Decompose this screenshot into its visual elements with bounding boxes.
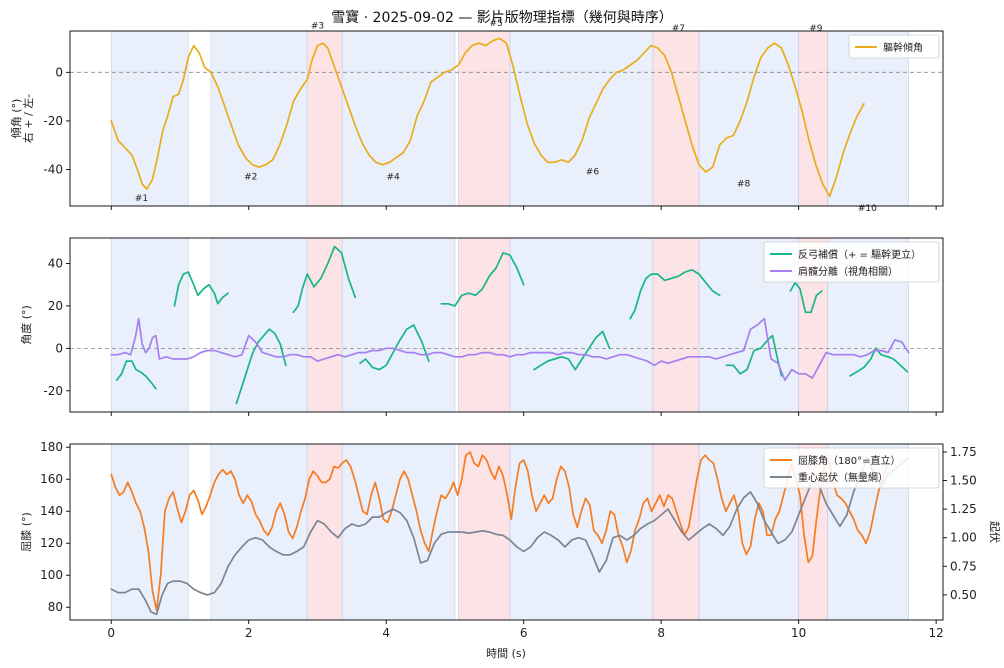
- comp-series-line: [440, 252, 525, 307]
- red-band: [652, 443, 700, 621]
- comp-series-line: [533, 330, 611, 371]
- red-band: [306, 443, 343, 621]
- cycle-annotation: #8: [737, 180, 751, 190]
- cycle-annotation: #1: [135, 194, 148, 204]
- blue-band: [509, 237, 654, 413]
- blue-band: [110, 443, 189, 621]
- y-tick-label: 80: [48, 600, 63, 614]
- cycle-annotation: #10: [858, 204, 877, 214]
- legend-entry: 軀幹傾角: [883, 41, 923, 54]
- knee-panel: 801001201401601800.500.751.001.251.501.7…: [20, 440, 1002, 640]
- red-band: [458, 30, 511, 207]
- blue-band: [341, 443, 456, 621]
- y-tick-label: 140: [40, 504, 63, 518]
- comp-series-line: [359, 324, 430, 371]
- y-tick-label: 0: [55, 341, 63, 355]
- red-band: [458, 237, 511, 413]
- blue-band: [210, 237, 308, 413]
- x-tick-label: 2: [245, 626, 253, 640]
- cycle-annotation: #3: [311, 22, 324, 32]
- y-tick-label: 180: [40, 440, 63, 454]
- comp-series-line: [173, 271, 229, 307]
- blue-band: [341, 30, 456, 207]
- y-tick-label: -20: [43, 384, 63, 398]
- chart-title: 雪寶 · 2025-09-02 — 影片版物理指標（幾何與時序）: [331, 10, 673, 26]
- blue-band: [210, 30, 308, 207]
- cycle-annotation: #6: [586, 167, 600, 177]
- legend-entry: 反弓補償（+ = 驅幹更立）: [798, 248, 921, 261]
- plot-frame: [69, 237, 944, 413]
- red-band: [652, 30, 700, 207]
- blue-band: [110, 30, 189, 207]
- legend-entry: 肩髖分離（視角相關）: [798, 265, 898, 278]
- y2-tick-label: 1.50: [950, 474, 977, 488]
- blue-band: [509, 443, 654, 621]
- y2-axis-label: 起伏: [988, 521, 1002, 543]
- comp-series-line: [235, 328, 287, 405]
- x-tick-label: 10: [791, 626, 806, 640]
- y2-tick-label: 0.50: [950, 588, 977, 602]
- y-tick-label: 0: [55, 65, 63, 79]
- comp-series-line: [849, 347, 909, 377]
- y-axis-label-sub: 右 + / 左-: [21, 94, 35, 143]
- y-axis-label: 傾角 (°): [9, 99, 23, 139]
- y-tick-label: 160: [40, 472, 63, 486]
- y-tick-label: 20: [48, 299, 63, 313]
- blue-band: [110, 237, 189, 413]
- cycle-annotation: #9: [809, 24, 823, 34]
- cycle-annotation: #7: [672, 24, 685, 34]
- angle-panel: -20 0 20 40 角度 (°) 反弓補償（+ = 驅幹更立） 肩髖分離（視角相關）: [19, 237, 944, 416]
- blue-band: [341, 237, 456, 413]
- blue-band: [210, 443, 308, 621]
- legend-box: [848, 34, 940, 59]
- legend: 屈膝角（180°=直立） 重心起伏（無量綱）: [763, 447, 940, 489]
- x-tick-label: 8: [657, 626, 665, 640]
- comp-series-line: [629, 268, 721, 320]
- red-band: [652, 237, 700, 413]
- y2-tick-label: 1.25: [950, 502, 977, 516]
- y-tick-label: 40: [48, 256, 63, 270]
- y-tick-label: -20: [43, 114, 63, 128]
- blue-band: [509, 30, 654, 207]
- knee-series-line: [110, 451, 888, 612]
- com-series-line: [110, 456, 910, 616]
- y-axis-label: 角度 (°): [19, 305, 33, 345]
- legend: 反弓補償（+ = 驅幹更立） 肩髖分離（視角相關）: [763, 241, 940, 283]
- y-tick-label: 120: [40, 536, 63, 550]
- legend-entry: 屈膝角（180°=直立）: [798, 454, 900, 467]
- comp-series-line: [789, 281, 823, 314]
- y-axis-label: 屈膝 (°): [20, 512, 33, 552]
- y2-tick-label: 1.75: [950, 445, 977, 459]
- x-tick-label: 12: [928, 626, 943, 640]
- legend-box: [763, 447, 940, 489]
- legend: 軀幹傾角: [848, 34, 940, 59]
- y-tick-label: -40: [43, 163, 63, 177]
- comp-series-line: [292, 245, 357, 314]
- comp-series-line: [725, 334, 783, 377]
- tilt-series-line: [110, 37, 865, 198]
- legend-box: [763, 241, 940, 283]
- legend-entry: 重心起伏（無量綱）: [798, 471, 888, 484]
- cycle-annotation: #2: [244, 172, 257, 182]
- y2-tick-label: 0.75: [950, 559, 977, 573]
- x-tick-label: 6: [520, 626, 528, 640]
- cycle-annotation: #5: [490, 19, 503, 29]
- sep-series-line: [110, 317, 910, 382]
- tilt-panel: -40 -20 0 傾角 (°) 右 + / 左- #1 #2 #3 #4 #5 #6 #7 #8 #9 #…: [9, 19, 944, 214]
- x-tick-label: 4: [382, 626, 390, 640]
- plot-frame: [69, 30, 944, 207]
- comp-series-line: [115, 360, 157, 390]
- red-band: [306, 237, 343, 413]
- x-tick-label: 0: [107, 626, 115, 640]
- plot-frame: [69, 443, 944, 621]
- y-tick-label: 100: [40, 568, 63, 582]
- x-axis-label: 時間 (s): [486, 647, 526, 660]
- cycle-annotation: #4: [386, 172, 400, 182]
- y2-tick-label: 1.00: [950, 531, 977, 545]
